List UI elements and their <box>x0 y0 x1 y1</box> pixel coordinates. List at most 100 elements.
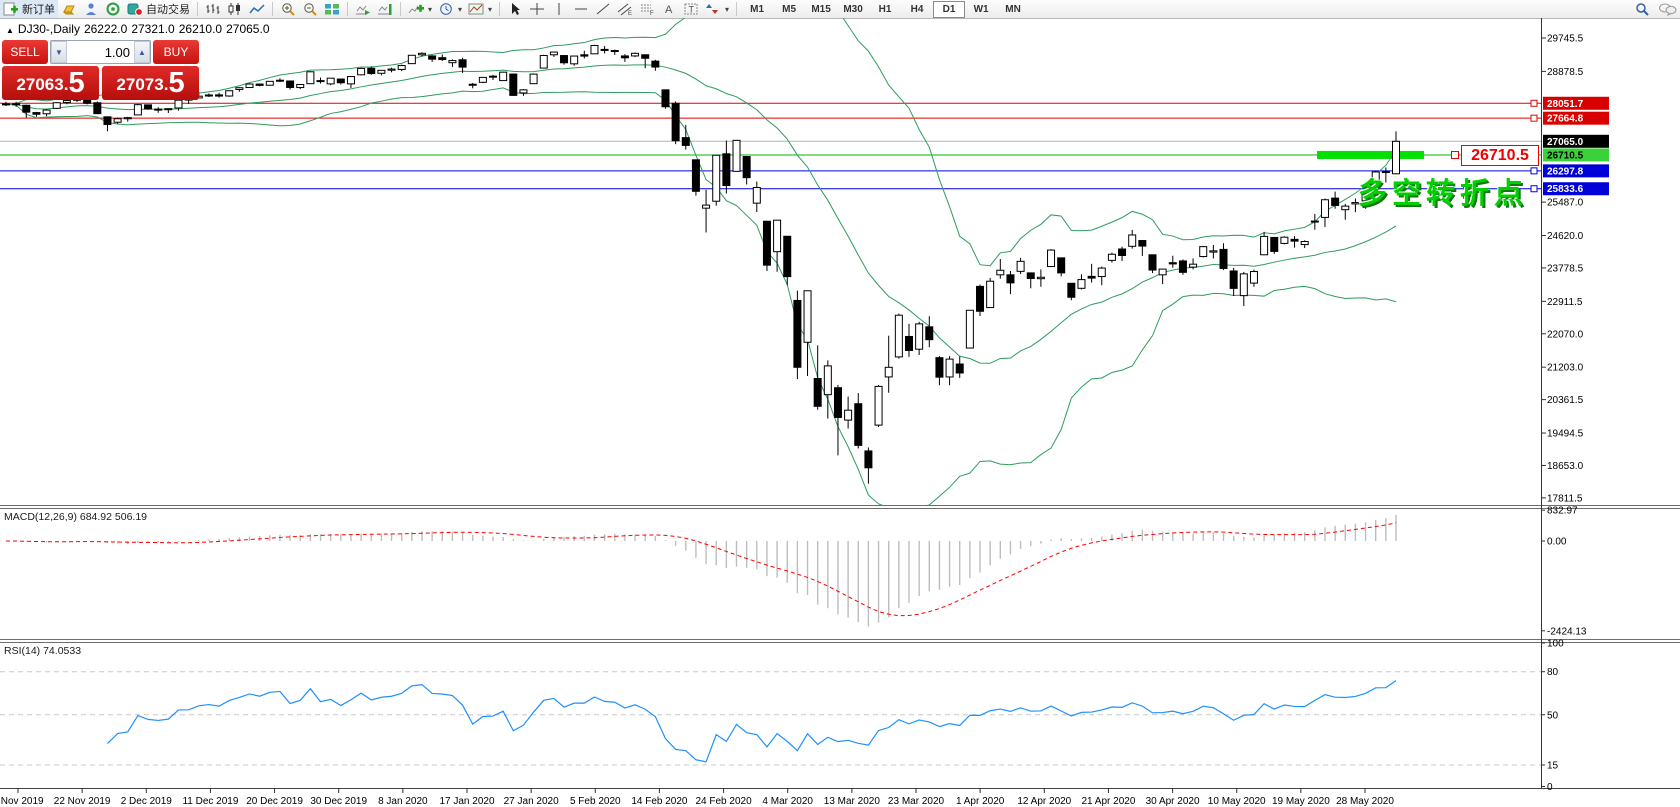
tile-windows-button[interactable] <box>321 0 343 18</box>
collapse-panel-icon[interactable]: ▲ <box>6 26 14 35</box>
cursor-tool-button[interactable] <box>504 0 526 18</box>
market-button[interactable] <box>58 0 80 18</box>
rsi-pane <box>0 671 1541 766</box>
svg-text:0: 0 <box>1547 782 1553 793</box>
sell-price-display[interactable]: 27063. 5 <box>2 66 99 100</box>
volume-decrease-button[interactable]: ▼ <box>51 41 67 63</box>
price-level-labels: 28051.7 27664.8 27065.0 26710.5 26297.8 25833… <box>1530 96 1609 196</box>
line-chart-icon <box>249 2 265 16</box>
mql5-icon <box>105 2 121 16</box>
svg-text:22 Nov 2019: 22 Nov 2019 <box>54 796 111 807</box>
autotrading-button[interactable]: 自动交易 <box>124 0 193 18</box>
chevron-down-icon: ▾ <box>458 4 463 14</box>
price-tag-value: 26710.5 <box>1471 146 1529 164</box>
periods-button[interactable]: ▾ <box>435 0 465 18</box>
zoom-out-button[interactable] <box>299 0 321 18</box>
svg-text:29745.5: 29745.5 <box>1547 34 1584 45</box>
buy-price-int: 27073 <box>116 75 164 94</box>
svg-text:13 Mar 2020: 13 Mar 2020 <box>824 796 881 807</box>
svg-text:25833.6: 25833.6 <box>1547 184 1584 195</box>
fibonacci-tool-button[interactable]: F <box>636 0 658 18</box>
timeframe-w1-button[interactable]: W1 <box>973 3 989 15</box>
templates-button[interactable]: ▾ <box>465 0 495 18</box>
svg-text:30 Dec 2019: 30 Dec 2019 <box>310 796 367 807</box>
svg-text:11 Dec 2019: 11 Dec 2019 <box>182 796 238 807</box>
timeframe-d1-button[interactable]: D1 <box>933 0 966 18</box>
equidistant-channel-icon: E <box>617 2 633 17</box>
indicator-axes: 832.97 0.00 -2424.13 100 80 50 15 0 <box>1541 506 1587 793</box>
svg-text:80: 80 <box>1547 667 1559 678</box>
chat-icon[interactable] <box>1658 2 1677 17</box>
main-chart-pane <box>0 18 1541 505</box>
timeframe-m1-button[interactable]: M1 <box>750 3 765 15</box>
symbol-period: DJ30-,Daily <box>17 22 80 36</box>
svg-text:-2424.13: -2424.13 <box>1547 626 1587 637</box>
new-order-button[interactable]: 新订单 <box>0 0 58 18</box>
svg-text:50: 50 <box>1547 710 1559 721</box>
svg-text:0.00: 0.00 <box>1547 537 1567 548</box>
chart-shift-button[interactable] <box>374 0 396 18</box>
buy-price-display[interactable]: 27073. 5 <box>102 66 199 100</box>
text-tool-button[interactable]: A <box>658 0 680 18</box>
sell-button[interactable]: SELL <box>2 40 48 64</box>
svg-text:5 Feb 2020: 5 Feb 2020 <box>570 796 621 807</box>
svg-text:23778.5: 23778.5 <box>1547 263 1584 274</box>
trendline-tool-button[interactable] <box>592 0 614 18</box>
auto-scroll-icon <box>355 2 371 16</box>
bar-chart-mode-button[interactable] <box>202 0 224 18</box>
autotrading-label: 自动交易 <box>146 4 190 16</box>
close-value: 27065.0 <box>226 22 270 36</box>
mql5-button[interactable] <box>102 0 124 18</box>
svg-text:100: 100 <box>1547 639 1564 650</box>
timeframe-m30-button[interactable]: M30 <box>843 3 863 15</box>
text-label-tool-button[interactable]: T <box>680 0 702 18</box>
timeframe-m15-button[interactable]: M15 <box>811 3 831 15</box>
chart-canvas[interactable]: 29745.5 28878.5 25487.0 24620.0 23778.5 22911… <box>0 18 1680 807</box>
svg-text:20 Dec 2019: 20 Dec 2019 <box>246 796 303 807</box>
timeframe-m5-button[interactable]: M5 <box>782 3 797 15</box>
chevron-down-icon: ▾ <box>488 4 493 14</box>
buy-price-frac: 5 <box>168 67 185 99</box>
price-axis: 29745.5 28878.5 25487.0 24620.0 23778.5 22911… <box>1541 34 1584 504</box>
line-chart-mode-button[interactable] <box>246 0 268 18</box>
svg-text:27 Jan 2020: 27 Jan 2020 <box>504 796 559 807</box>
timeframe-h4-button[interactable]: H4 <box>910 3 924 15</box>
svg-text:25487.0: 25487.0 <box>1547 198 1584 209</box>
new-order-icon <box>3 2 19 16</box>
svg-text:12 Apr 2020: 12 Apr 2020 <box>1017 796 1071 807</box>
main-toolbar: 新订单 自动交易 <box>0 0 1680 19</box>
svg-text:18653.0: 18653.0 <box>1547 461 1584 472</box>
indicators-button[interactable]: ▾ <box>405 0 435 18</box>
horizontal-line-tool-button[interactable] <box>570 0 592 18</box>
svg-text:19 May 2020: 19 May 2020 <box>1272 796 1330 807</box>
svg-text:28878.5: 28878.5 <box>1547 67 1584 78</box>
svg-text:A: A <box>665 4 673 16</box>
svg-text:23 Mar 2020: 23 Mar 2020 <box>888 796 945 807</box>
clock-icon <box>438 2 454 16</box>
timeframe-h1-button[interactable]: H1 <box>878 3 892 15</box>
channel-tool-button[interactable]: E <box>614 0 636 18</box>
arrows-tool-button[interactable]: ▾ <box>702 0 732 18</box>
zoom-in-button[interactable] <box>277 0 299 18</box>
svg-text:22070.0: 22070.0 <box>1547 329 1584 340</box>
auto-scroll-button[interactable] <box>352 0 374 18</box>
svg-text:19494.5: 19494.5 <box>1547 429 1584 440</box>
search-icon[interactable] <box>1634 2 1650 16</box>
community-button[interactable] <box>80 0 102 18</box>
open-value: 26222.0 <box>83 22 128 36</box>
svg-text:27065.0: 27065.0 <box>1547 137 1584 148</box>
turning-point-annotation: 多空转折点 <box>1358 178 1529 210</box>
volume-input[interactable]: 1.00 <box>104 44 130 60</box>
timeframe-mn-button[interactable]: MN <box>1005 3 1021 15</box>
svg-text:3 Nov 2019: 3 Nov 2019 <box>0 796 44 807</box>
volume-increase-button[interactable]: ▲ <box>134 41 150 63</box>
candlestick-mode-button[interactable] <box>224 0 246 18</box>
autotrading-icon <box>127 2 143 16</box>
trendline-icon <box>595 2 611 16</box>
vertical-line-tool-button[interactable] <box>548 0 570 18</box>
indicators-icon <box>408 2 424 16</box>
svg-text:4 Mar 2020: 4 Mar 2020 <box>762 796 813 807</box>
crosshair-tool-button[interactable] <box>526 0 548 18</box>
buy-button[interactable]: BUY <box>153 40 199 64</box>
text-label-icon: T <box>683 2 699 16</box>
